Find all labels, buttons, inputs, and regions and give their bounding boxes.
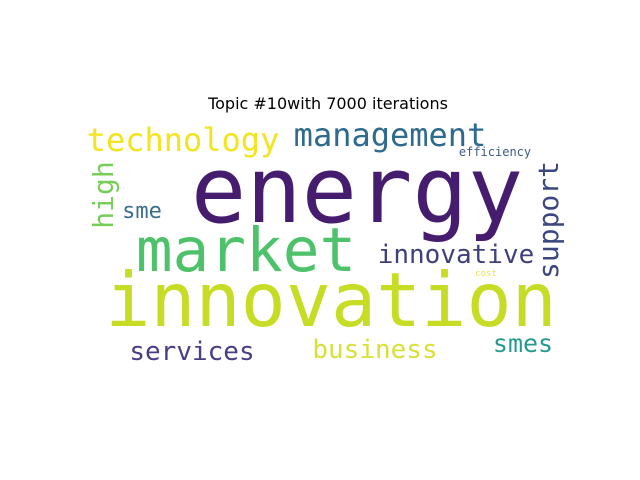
word-innovation: innovation [105, 256, 557, 344]
word-business: business [312, 335, 437, 365]
chart-title: Topic #10with 7000 iterations [208, 94, 448, 113]
word-innovative: innovative [378, 240, 535, 270]
word-services: services [129, 337, 254, 367]
word-technology: technology [87, 121, 280, 159]
word-market: market [136, 215, 356, 286]
word-smes: smes [493, 329, 553, 358]
word-support: support [532, 161, 565, 279]
word-management: management [294, 116, 487, 154]
word-sme: sme [122, 199, 162, 224]
word-efficiency: efficiency [459, 145, 531, 159]
word-high: high [87, 161, 120, 228]
word-energy: energy [191, 137, 523, 244]
word-cost: cost [475, 269, 497, 279]
